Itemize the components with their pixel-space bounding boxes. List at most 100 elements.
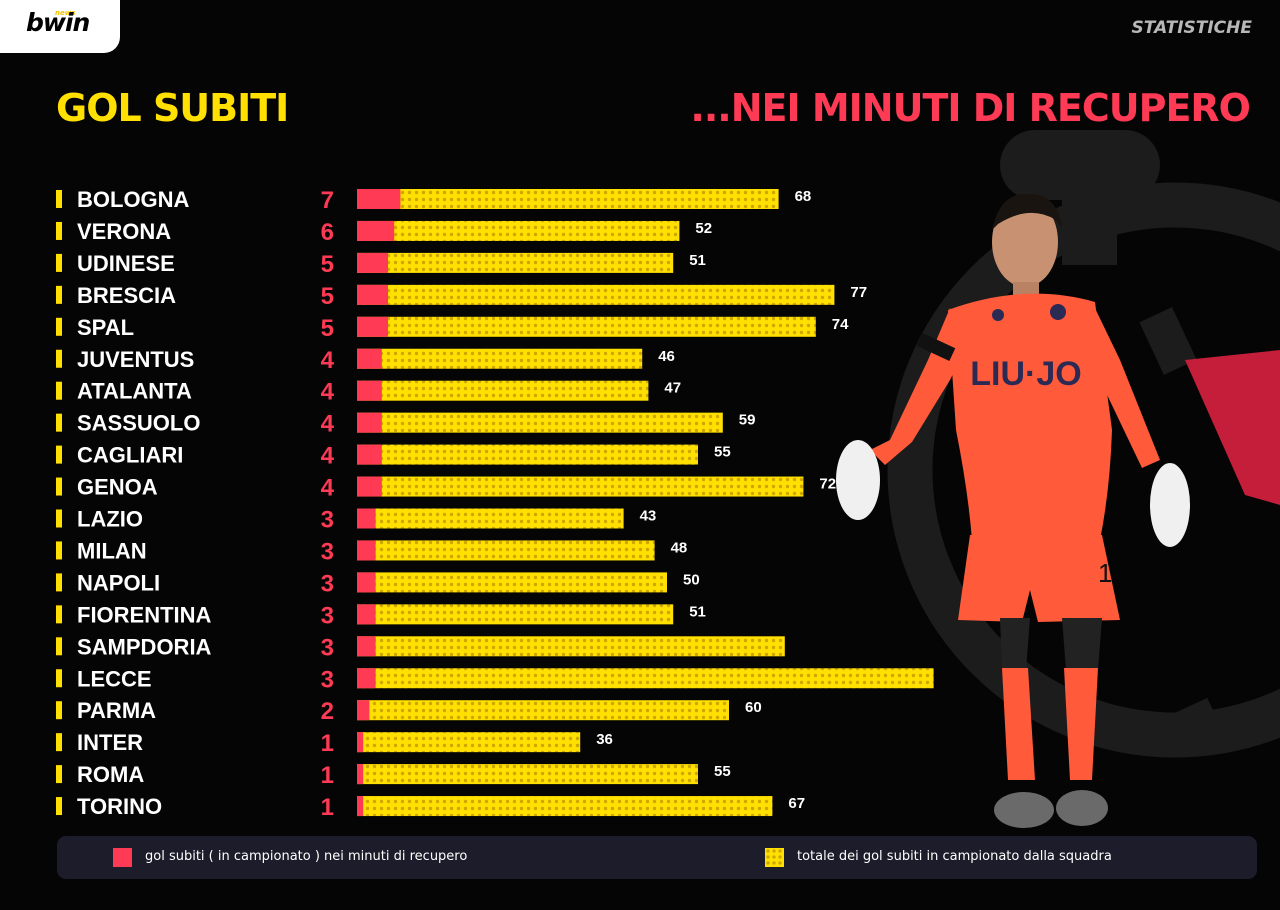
stoppage-bar — [357, 444, 382, 465]
total-value-label: 55 — [714, 763, 731, 780]
team-label: FIORENTINA — [77, 602, 212, 627]
goalkeeper-figure: LIU·JO 1 — [836, 193, 1190, 828]
total-bar — [357, 189, 779, 209]
row-marker — [56, 221, 62, 240]
total-bar — [357, 572, 667, 593]
sponsor-text: LIU·JO — [970, 355, 1081, 393]
stoppage-value-label: 3 — [321, 538, 334, 565]
total-value-label: 68 — [795, 188, 812, 205]
stoppage-value-label: 3 — [321, 634, 334, 661]
total-value-label: 46 — [658, 348, 675, 365]
total-bar — [357, 636, 785, 657]
row-marker — [56, 413, 62, 432]
total-value-label: 48 — [671, 539, 688, 556]
total-bar — [357, 444, 698, 465]
row-marker — [56, 605, 62, 624]
row-marker — [56, 765, 62, 784]
total-bar — [357, 252, 674, 273]
stoppage-bar — [357, 668, 376, 689]
stoppage-value-label: 5 — [321, 251, 334, 278]
stoppage-value-label: 4 — [321, 347, 335, 374]
stoppage-bar — [357, 508, 376, 529]
stoppage-value-label: 2 — [321, 698, 334, 725]
row-marker — [56, 477, 62, 496]
total-value-label: 51 — [689, 252, 706, 269]
total-bar — [357, 764, 698, 785]
row-marker — [56, 797, 62, 816]
row-marker — [56, 701, 62, 720]
legend-swatch-total — [765, 848, 784, 867]
total-value-label: 55 — [714, 444, 731, 461]
row-marker — [56, 190, 62, 208]
total-value-label: 60 — [745, 699, 762, 716]
team-label: BOLOGNA — [77, 187, 190, 212]
total-value-label: 51 — [689, 603, 706, 620]
total-value-label: 77 — [850, 284, 867, 301]
stoppage-value-label: 7 — [321, 187, 334, 214]
total-value-label: 59 — [739, 412, 756, 429]
stoppage-bar — [357, 732, 364, 753]
stoppage-bar — [357, 220, 395, 241]
stoppage-value-label: 3 — [321, 666, 334, 693]
legend-swatch-stoppage — [113, 848, 132, 867]
stoppage-value-label: 1 — [321, 794, 334, 821]
row-marker — [56, 285, 62, 304]
total-value-label: 50 — [683, 571, 700, 588]
stoppage-bar — [357, 476, 382, 497]
total-bar — [357, 412, 723, 433]
total-bar — [357, 700, 729, 721]
team-label: NAPOLI — [77, 570, 160, 595]
section-label: STATISTICHE — [1131, 18, 1252, 38]
team-label: SASSUOLO — [77, 411, 200, 436]
title-right: ...NEI MINUTI DI RECUPERO — [690, 86, 1251, 130]
stoppage-value-label: 3 — [321, 602, 334, 629]
total-value-label: 67 — [788, 795, 805, 812]
stoppage-bar — [357, 252, 388, 273]
legend-label-total: totale dei gol subiti in campionato dall… — [797, 849, 1112, 864]
total-bar — [357, 604, 674, 625]
team-label: LAZIO — [77, 507, 143, 532]
total-bar — [357, 476, 804, 497]
team-label: ATALANTA — [77, 379, 192, 404]
stoppage-bar — [357, 380, 382, 401]
team-label: MILAN — [77, 538, 147, 563]
stoppage-bar — [357, 348, 382, 369]
row-marker — [56, 445, 62, 464]
team-label: ROMA — [77, 762, 144, 787]
stoppage-bar — [357, 636, 376, 657]
row-marker — [56, 381, 62, 400]
stoppage-value-label: 4 — [321, 379, 335, 406]
row-marker — [56, 669, 62, 688]
stoppage-bar — [357, 284, 388, 305]
stoppage-value-label: 5 — [321, 283, 334, 310]
team-label: BRESCIA — [77, 283, 176, 308]
row-marker — [56, 349, 62, 368]
total-value-label: 36 — [596, 731, 613, 748]
row-marker — [56, 541, 62, 560]
brand-logo[interactable]: news bwin — [0, 0, 120, 53]
stoppage-bar — [357, 540, 376, 561]
total-bar — [357, 380, 649, 401]
row-marker — [56, 733, 62, 752]
total-bar — [357, 284, 835, 305]
total-value-label: 52 — [695, 220, 712, 237]
stoppage-value-label: 6 — [321, 219, 334, 246]
stoppage-bar — [357, 796, 364, 817]
team-label: GENOA — [77, 475, 158, 500]
brand-tag: news — [55, 9, 76, 17]
stoppage-bar — [357, 604, 376, 625]
stoppage-bar — [357, 700, 370, 721]
stoppage-value-label: 5 — [321, 315, 334, 342]
row-marker — [56, 509, 62, 528]
legend: gol subiti ( in campionato ) nei minuti … — [57, 836, 1257, 879]
team-label: UDINESE — [77, 251, 175, 276]
svg-text:1: 1 — [1098, 558, 1112, 588]
total-bar — [357, 220, 680, 241]
total-bar — [357, 796, 773, 817]
stoppage-value-label: 4 — [321, 475, 335, 502]
stoppage-bar — [357, 189, 401, 209]
total-value-label: 47 — [664, 380, 681, 397]
team-label: JUVENTUS — [77, 347, 194, 372]
